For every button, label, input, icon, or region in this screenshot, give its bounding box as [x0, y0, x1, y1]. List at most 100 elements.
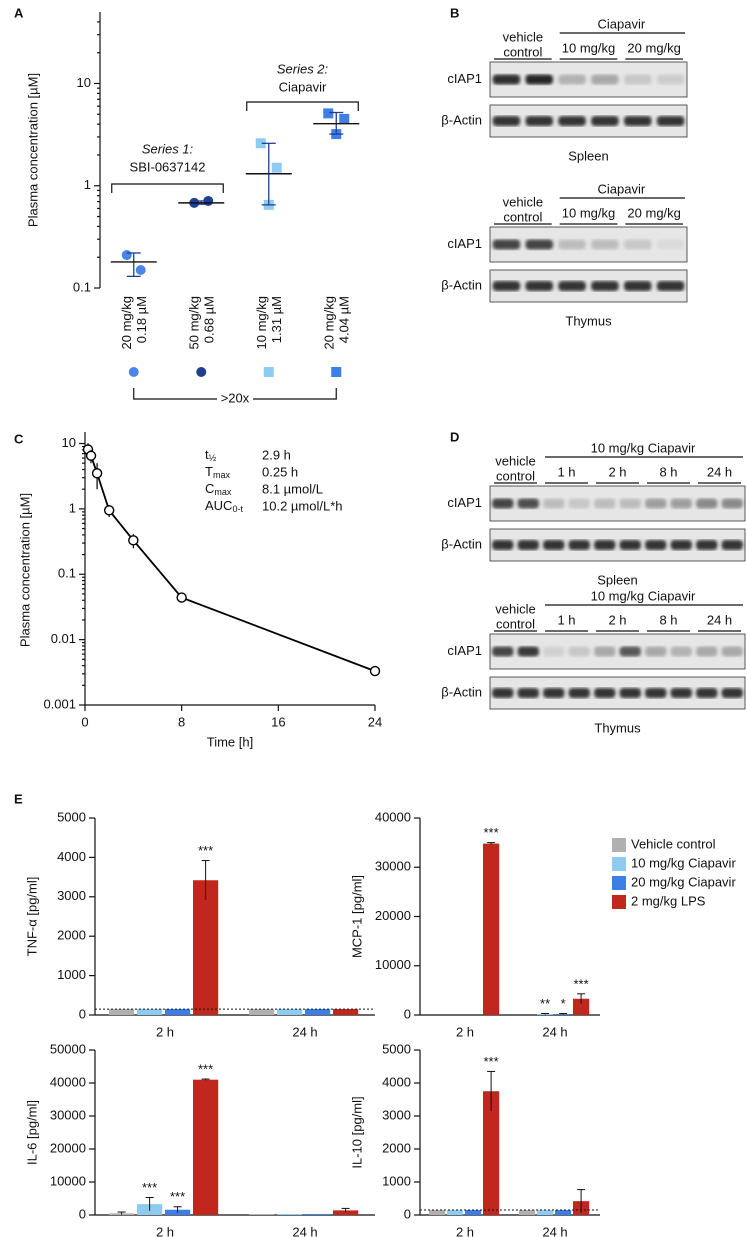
data-point	[91, 468, 103, 479]
band	[591, 116, 619, 126]
bar	[519, 1210, 536, 1215]
y-tick-label: 0	[404, 1206, 411, 1221]
band	[696, 688, 718, 698]
x-tick-label: 0	[81, 714, 88, 729]
bar	[429, 1210, 446, 1215]
treatment-label: Ciapavir	[597, 181, 645, 196]
y-tick-label: 1	[84, 177, 91, 192]
band	[525, 116, 554, 126]
tissue-label: Spleen	[568, 148, 608, 163]
band	[623, 239, 652, 250]
bracket	[246, 101, 359, 111]
band	[721, 646, 743, 657]
band	[656, 74, 685, 85]
vehicle-label: control	[503, 209, 542, 224]
x-tick-label: 2 h	[456, 1024, 474, 1039]
legend-label: 2 mg/kg LPS	[631, 893, 706, 908]
y-tick-label: 0	[404, 1006, 411, 1021]
stat-value: 0.25 h	[262, 464, 298, 479]
panel-letter: B	[450, 5, 459, 20]
legend-icon	[128, 367, 139, 377]
band	[721, 688, 743, 698]
bar	[109, 1009, 135, 1015]
band	[656, 116, 685, 126]
value-label: 0.18 µM	[134, 296, 149, 343]
band	[670, 646, 692, 657]
lane-label: 10 mg/kg	[562, 40, 615, 55]
y-tick-label: 1000	[57, 967, 86, 982]
y-tick-label: 2000	[382, 1140, 411, 1155]
bar	[193, 880, 219, 1015]
lane-label: 8 h	[659, 612, 677, 627]
significance: ***	[170, 1189, 185, 1204]
panel-letter: C	[14, 431, 24, 446]
x-tick-label: 8	[178, 714, 185, 729]
data-point	[135, 264, 146, 275]
bar	[573, 998, 590, 1015]
significance: **	[540, 996, 550, 1011]
lane-label: 24 h	[707, 612, 732, 627]
legend-icon	[331, 367, 342, 377]
stat-symbol: C	[205, 481, 214, 496]
row-label: β-Actin	[441, 536, 482, 551]
data-point	[103, 505, 115, 516]
band	[619, 646, 641, 657]
x-tick-label: 24 h	[542, 1024, 567, 1039]
bar	[137, 1009, 163, 1015]
row-label: cIAP1	[447, 236, 482, 251]
y-axis-label: Plasma concentration [µM]	[25, 73, 40, 227]
y-tick-label: 0	[79, 1206, 86, 1221]
band	[568, 498, 590, 509]
tissue-label: Thymus	[565, 313, 612, 328]
blot-box	[489, 104, 688, 138]
data-point	[121, 250, 132, 261]
panel-letter: A	[14, 5, 24, 20]
band	[517, 498, 539, 509]
significance: ***	[198, 1061, 213, 1076]
band	[492, 239, 521, 250]
lane-label: 1 h	[557, 612, 575, 627]
significance: ***	[142, 1180, 157, 1195]
legend-label: 10 mg/kg Ciapavir	[631, 855, 736, 870]
annotation: Series 2:	[277, 61, 329, 76]
data-point	[339, 113, 350, 124]
x-tick-label: 24 h	[292, 1024, 317, 1039]
bar	[537, 1210, 554, 1215]
band	[594, 498, 616, 509]
treatment-label: Ciapavir	[597, 16, 645, 31]
value-label: 1.31 µM	[269, 296, 284, 343]
band	[543, 540, 565, 550]
legend-label: 20 mg/kg Ciapavir	[631, 874, 736, 889]
band	[619, 498, 641, 509]
band	[591, 74, 619, 85]
row-label: β-Actin	[441, 684, 482, 699]
band	[591, 239, 619, 250]
band	[517, 540, 539, 550]
blot-box	[489, 61, 688, 98]
band	[594, 646, 616, 657]
stat-value: 8.1 µmol/L	[262, 481, 323, 496]
blot-box	[489, 226, 688, 263]
vehicle-label: vehicle	[495, 601, 535, 616]
lane-label: 8 h	[659, 464, 677, 479]
y-tick-label: 0.1	[73, 279, 91, 294]
stat-symbol: t	[205, 447, 209, 462]
bar	[555, 1210, 572, 1215]
band	[525, 74, 554, 85]
bar	[447, 1210, 464, 1215]
series-line	[87, 449, 376, 672]
vehicle-label: vehicle	[495, 453, 535, 468]
y-tick-label: 0.1	[58, 566, 76, 581]
band	[568, 540, 590, 550]
band	[492, 688, 514, 698]
x-tick-label: 2 h	[456, 1224, 474, 1237]
significance: *	[561, 996, 566, 1011]
y-tick-label: 3000	[57, 888, 86, 903]
data-point	[323, 108, 334, 119]
band	[645, 540, 667, 550]
vehicle-label: control	[496, 616, 535, 631]
treatment-label: 10 mg/kg Ciapavir	[591, 588, 696, 603]
value-label: 0.68 µM	[202, 296, 217, 343]
band	[645, 646, 667, 657]
band	[558, 116, 586, 126]
